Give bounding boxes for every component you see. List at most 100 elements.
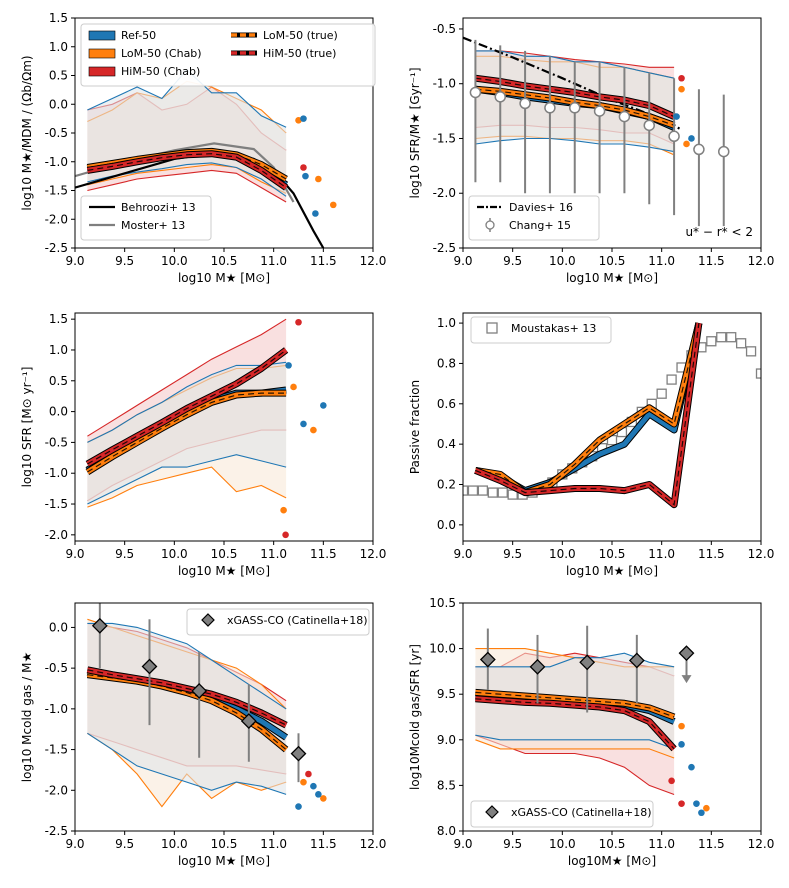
y-tick-label: 0.2 — [437, 478, 456, 492]
legend-label: Chang+ 15 — [509, 219, 571, 232]
legend-label: LoM-50 (true) — [263, 29, 338, 42]
chang-point — [494, 91, 506, 103]
moustakas-point — [755, 368, 761, 379]
legend-label: Moustakas+ 13 — [511, 322, 596, 335]
y-tick-label: 1.0 — [49, 343, 68, 357]
moustakas-point — [706, 336, 717, 347]
x-tick-label: 10.5 — [599, 254, 626, 268]
legend-marker — [485, 805, 499, 819]
x-tick-label: 9.0 — [453, 547, 472, 561]
median-true-lom-50 — [475, 691, 675, 718]
scatter-dot — [300, 420, 307, 428]
p90-line-him-50 — [87, 318, 287, 437]
legend-marker — [201, 613, 215, 627]
scatter-dot — [282, 531, 289, 539]
p10-line-lom-50 — [87, 164, 287, 194]
panel-p4: 9.0 9.5 10.0 10.5 11.0 11.5 12.0 0.0 0.2 0.4 0.6 0.… — [408, 312, 775, 578]
y-tick-label: -1.5 — [433, 131, 456, 145]
scatter-dot — [693, 800, 700, 807]
x-tick-label: 11.5 — [310, 547, 337, 561]
p90-line-him-50 — [475, 50, 675, 68]
y-tick-label: 8.5 — [437, 778, 456, 792]
scatter-dot — [312, 210, 319, 217]
y-tick-label: 0.4 — [437, 437, 456, 451]
x-tick-label: 10.0 — [549, 547, 576, 561]
scatter-dot — [668, 777, 675, 785]
x-tick-label: 9.5 — [115, 837, 134, 851]
x-tick-label: 10.5 — [211, 837, 238, 851]
y-axis-label: log10 M★/MDM / (Ωb/Ωm) — [20, 55, 34, 210]
x-tick-label: 9.0 — [65, 547, 84, 561]
scatter-dot — [703, 804, 710, 812]
x-tick-label: 10.5 — [211, 547, 238, 561]
legend-marker — [485, 220, 495, 230]
plot-area — [475, 625, 710, 817]
xgass-point — [141, 658, 158, 675]
y-tick-label: -2.5 — [433, 241, 456, 255]
moustakas-point — [497, 487, 508, 498]
median-true-him-50 — [87, 153, 287, 189]
y-tick-label: 0.0 — [437, 518, 456, 532]
panel-p5: 9.0 9.5 10.0 10.5 11.0 11.5 12.0 -2.5 -2.0 -1.5 -1… — [20, 602, 386, 868]
chang-point — [643, 119, 655, 132]
y-tick-label: 9.0 — [437, 733, 456, 747]
legend-patch — [88, 48, 116, 59]
scatter-dot — [295, 318, 302, 326]
legend-marker — [486, 322, 498, 334]
x-tick-label: 11.5 — [310, 837, 337, 851]
x-tick-label: 12.0 — [748, 547, 775, 561]
moustakas-point — [726, 332, 737, 343]
y-tick-label: 0.0 — [49, 97, 68, 111]
x-tick-label: 10.0 — [549, 254, 576, 268]
moustakas-point — [477, 485, 489, 496]
xgass-point — [240, 713, 257, 729]
y-tick-label: 10.5 — [429, 596, 456, 610]
x-tick-label: 10.5 — [599, 547, 626, 561]
axes-frame — [462, 312, 762, 542]
plot-area — [85, 318, 327, 539]
moustakas-point — [666, 374, 677, 385]
median-true-lom-50 — [87, 392, 287, 473]
x-tick-label: 9.0 — [453, 254, 472, 268]
y-axis-label: log10 SFR/M★ [Gyr⁻¹] — [408, 67, 422, 198]
y-tick-label: 0.6 — [437, 397, 456, 411]
xgass-point — [579, 654, 596, 671]
legend-box — [80, 23, 376, 87]
legend-patch — [88, 66, 116, 77]
p10-line-ref-50 — [87, 454, 287, 505]
p10-line-ref-50 — [87, 732, 287, 795]
scatter-dot — [300, 778, 307, 786]
y-tick-label: 0.8 — [437, 356, 456, 370]
panel-p6: 9.0 9.5 10.0 10.5 11.0 11.5 12.0 8.0 8.5 9.0 9.5 10… — [408, 596, 774, 868]
y-tick-label: -0.5 — [433, 22, 456, 36]
x-tick-label: 10.5 — [211, 254, 238, 268]
y-tick-label: 0.5 — [49, 374, 68, 388]
scatter-dot — [310, 782, 317, 790]
y-tick-label: 1.0 — [437, 316, 456, 330]
moustakas-point — [716, 332, 727, 343]
y-tick-label: -2.0 — [433, 186, 456, 200]
scatter-dot — [280, 506, 287, 514]
median-true-him-50 — [87, 349, 287, 465]
x-tick-label: 11.0 — [260, 837, 287, 851]
scatter-dot — [678, 722, 685, 730]
scatter-dot — [290, 383, 297, 391]
y-tick-label: -1.5 — [45, 497, 68, 511]
scatter-dot — [295, 117, 302, 124]
x-tick-label: 10.5 — [599, 837, 626, 851]
legend-label: HiM-50 (true) — [263, 47, 336, 60]
x-tick-label: 11.5 — [310, 254, 337, 268]
scatter-dot — [285, 362, 292, 369]
x-tick-label: 9.5 — [503, 837, 522, 851]
chang-point — [593, 105, 606, 117]
y-tick-label: 1.5 — [49, 11, 68, 25]
x-tick-label: 9.0 — [453, 837, 472, 851]
scatter-dot — [683, 140, 690, 148]
x-tick-label: 11.0 — [648, 547, 675, 561]
y-tick-label: -2.0 — [45, 783, 68, 797]
y-tick-label: -2.5 — [45, 824, 68, 838]
xgass-point — [290, 745, 307, 762]
scatter-dot — [295, 803, 302, 810]
y-tick-label: -0.5 — [45, 435, 68, 449]
x-tick-label: 11.0 — [260, 547, 287, 561]
